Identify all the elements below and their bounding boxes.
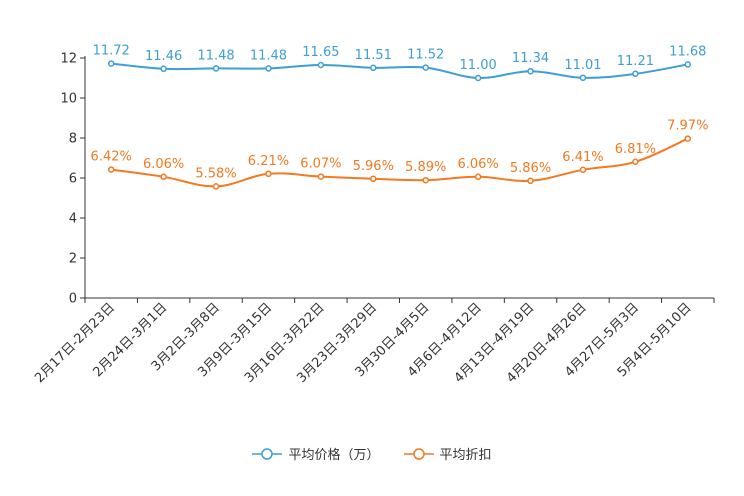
y-tick-label: 12 — [60, 52, 77, 67]
legend-discount-line-icon — [403, 447, 434, 460]
series-line-1 — [111, 137, 689, 188]
legend-discount-label: 平均折扣 — [439, 448, 492, 463]
data-label: 11.34 — [512, 51, 549, 66]
data-label: 7.97% — [667, 119, 708, 134]
data-point[interactable] — [107, 60, 115, 67]
data-label: 5.89% — [405, 160, 446, 175]
data-point[interactable] — [317, 173, 325, 180]
y-tick-label: 8 — [69, 132, 77, 147]
data-label: 11.01 — [564, 58, 601, 73]
data-label: 5.58% — [195, 166, 236, 181]
data-point[interactable] — [370, 175, 377, 183]
data-label: 11.72 — [93, 44, 130, 59]
data-point[interactable] — [474, 74, 482, 82]
y-tick-label: 6 — [69, 172, 77, 187]
data-label: 5.96% — [353, 159, 394, 174]
data-label: 11.68 — [669, 44, 706, 59]
legend-item-discount[interactable]: 平均折扣 — [403, 444, 492, 463]
data-point[interactable] — [527, 67, 534, 75]
data-label: 11.65 — [302, 45, 339, 60]
data-point[interactable] — [212, 65, 220, 72]
data-point[interactable] — [317, 61, 325, 69]
data-point[interactable] — [265, 65, 272, 72]
y-tick-label: 4 — [69, 212, 77, 227]
data-point[interactable] — [684, 135, 692, 142]
data-point[interactable] — [265, 170, 272, 178]
data-point[interactable] — [632, 70, 639, 78]
legend-item-price[interactable]: 平均价格（万） — [252, 444, 380, 463]
y-tick-label: 0 — [69, 292, 77, 307]
legend-price-line-icon — [252, 447, 283, 460]
data-point[interactable] — [422, 64, 429, 71]
data-point[interactable] — [632, 158, 639, 166]
data-label: 6.41% — [562, 150, 603, 165]
data-label: 11.21 — [617, 54, 654, 69]
data-label: 5.86% — [510, 161, 551, 176]
data-label: 11.51 — [355, 48, 392, 63]
data-label: 6.42% — [91, 150, 132, 165]
data-point[interactable] — [160, 65, 167, 73]
data-point[interactable] — [474, 173, 482, 181]
data-point[interactable] — [107, 166, 115, 173]
data-point[interactable] — [212, 183, 220, 190]
data-label: 6.21% — [248, 154, 289, 169]
data-label: 6.81% — [615, 142, 656, 157]
legend: 平均价格（万） 平均折扣 — [0, 444, 744, 463]
y-tick-label: 2 — [69, 252, 77, 267]
y-tick-label: 10 — [60, 92, 77, 107]
data-point[interactable] — [579, 166, 587, 174]
data-label: 6.07% — [300, 157, 341, 172]
data-point[interactable] — [422, 176, 429, 184]
data-label: 11.46 — [145, 49, 182, 64]
data-label: 11.48 — [250, 48, 287, 63]
data-label: 11.52 — [407, 48, 444, 63]
legend-price-label: 平均价格（万） — [288, 448, 380, 463]
data-point[interactable] — [684, 61, 692, 68]
line-chart: 0246810122月17日-2月23日2月24日-3月1日3月2日-3月8日3… — [32, 44, 715, 386]
data-label: 6.06% — [143, 157, 184, 172]
data-label: 11.48 — [197, 48, 234, 63]
data-point[interactable] — [527, 177, 534, 185]
data-point[interactable] — [579, 74, 587, 82]
data-label: 11.00 — [460, 58, 497, 73]
data-point[interactable] — [370, 64, 377, 72]
series-line-0 — [111, 62, 688, 80]
data-point[interactable] — [160, 173, 167, 181]
data-label: 6.06% — [457, 157, 498, 172]
